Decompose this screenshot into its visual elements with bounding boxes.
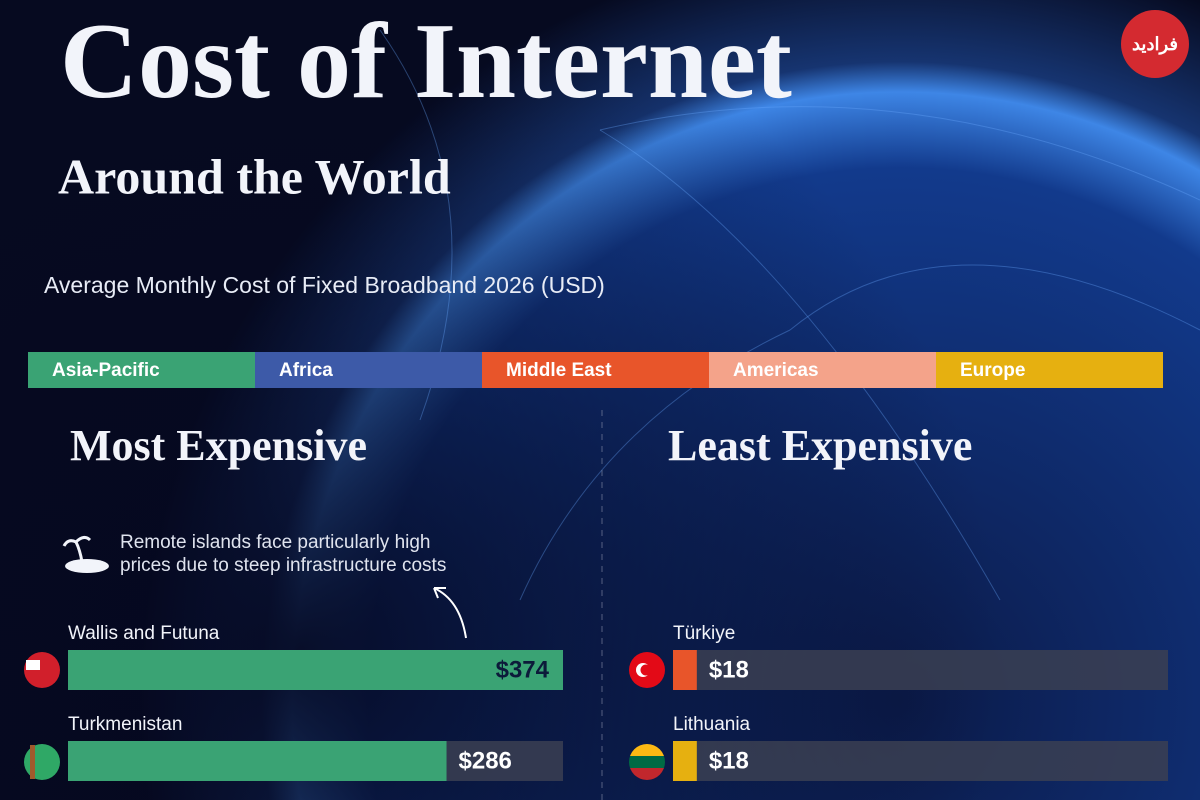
legend-label: Asia-Pacific: [52, 360, 160, 381]
annotation: Remote islands face particularly high: [120, 532, 431, 553]
bar: [673, 650, 697, 690]
panel-title: Most Expensive: [70, 421, 367, 470]
bar-label: Lithuania: [673, 714, 751, 735]
bar-label: Turkmenistan: [68, 714, 182, 735]
logo: فرادید: [1132, 34, 1178, 55]
legend-swatch: [28, 352, 255, 388]
value-label: $374: [496, 656, 550, 683]
subtitle: Around the World: [58, 148, 451, 204]
bar: [673, 741, 697, 781]
panel-title: Least Expensive: [668, 421, 972, 470]
bar: [68, 741, 447, 781]
annotation-arrow: [433, 587, 467, 639]
legend-swatch: [255, 352, 482, 388]
bar-label: Türkiye: [673, 623, 735, 644]
value-label: $18: [709, 656, 749, 683]
legend-label: Europe: [960, 360, 1025, 381]
bar-track: [673, 650, 1168, 690]
value-label: $286: [459, 747, 512, 774]
value-label: $18: [709, 747, 749, 774]
logo-badge: [1121, 10, 1189, 78]
flags: [24, 652, 665, 780]
bar-track: [673, 741, 1168, 781]
bar-label: Wallis and Futuna: [68, 623, 220, 644]
title: Cost of Internet: [60, 2, 792, 121]
legend-label: Americas: [733, 360, 819, 381]
annotation: prices due to steep infrastructure costs: [120, 555, 446, 576]
legend-swatch: [709, 352, 936, 388]
legend-swatch: [936, 352, 1163, 388]
description: Average Monthly Cost of Fixed Broadband …: [44, 272, 605, 298]
legend-label: Middle East: [506, 360, 612, 381]
bar: [68, 650, 563, 690]
island-icon: [62, 535, 109, 573]
legend-label: Africa: [279, 360, 333, 381]
legend-swatch: [482, 352, 709, 388]
